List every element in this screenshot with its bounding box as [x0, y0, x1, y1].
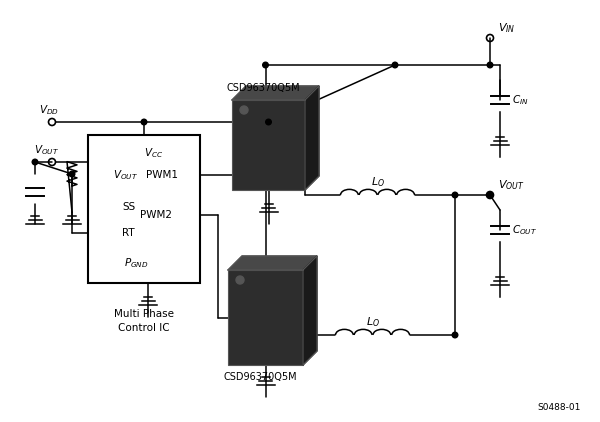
Circle shape [392, 62, 398, 68]
Text: $V_{CC}$: $V_{CC}$ [145, 146, 164, 160]
Polygon shape [303, 256, 317, 365]
Bar [228, 270, 303, 365]
Text: $C_{OUT}$: $C_{OUT}$ [512, 223, 537, 237]
Text: $V_{IN}$: $V_{IN}$ [498, 21, 515, 35]
Circle shape [141, 119, 147, 125]
Polygon shape [232, 86, 319, 100]
Circle shape [240, 106, 248, 114]
Text: $V_{OUT}$: $V_{OUT}$ [34, 143, 59, 157]
Text: Multi Phase
Control IC: Multi Phase Control IC [114, 309, 174, 333]
Text: $V_{DD}$: $V_{DD}$ [39, 103, 59, 117]
Circle shape [32, 159, 38, 165]
Circle shape [69, 171, 75, 177]
Text: $C_{IN}$: $C_{IN}$ [512, 93, 529, 107]
Circle shape [452, 332, 458, 338]
Text: $V_{OUT}$: $V_{OUT}$ [498, 178, 524, 192]
Circle shape [266, 119, 271, 125]
Bar [232, 100, 305, 190]
Text: $P_{GND}$: $P_{GND}$ [124, 256, 148, 270]
Text: CSD96370Q5M: CSD96370Q5M [227, 83, 301, 93]
Circle shape [487, 62, 493, 68]
Text: $V_{OUT}$: $V_{OUT}$ [113, 168, 139, 182]
Text: $L_O$: $L_O$ [365, 315, 379, 329]
Text: PWM2: PWM2 [140, 210, 172, 220]
Circle shape [452, 192, 458, 198]
Text: PWM1: PWM1 [146, 170, 178, 180]
Text: RT: RT [122, 228, 134, 238]
Text: SS: SS [122, 202, 135, 212]
Text: CSD96370Q5M: CSD96370Q5M [224, 372, 298, 382]
Bar [88, 135, 200, 283]
Text: S0488-01: S0488-01 [538, 403, 581, 412]
Text: $L_O$: $L_O$ [371, 175, 385, 189]
Polygon shape [228, 256, 317, 270]
Circle shape [236, 276, 244, 284]
Circle shape [487, 192, 493, 198]
Circle shape [263, 62, 268, 68]
Polygon shape [305, 86, 319, 190]
